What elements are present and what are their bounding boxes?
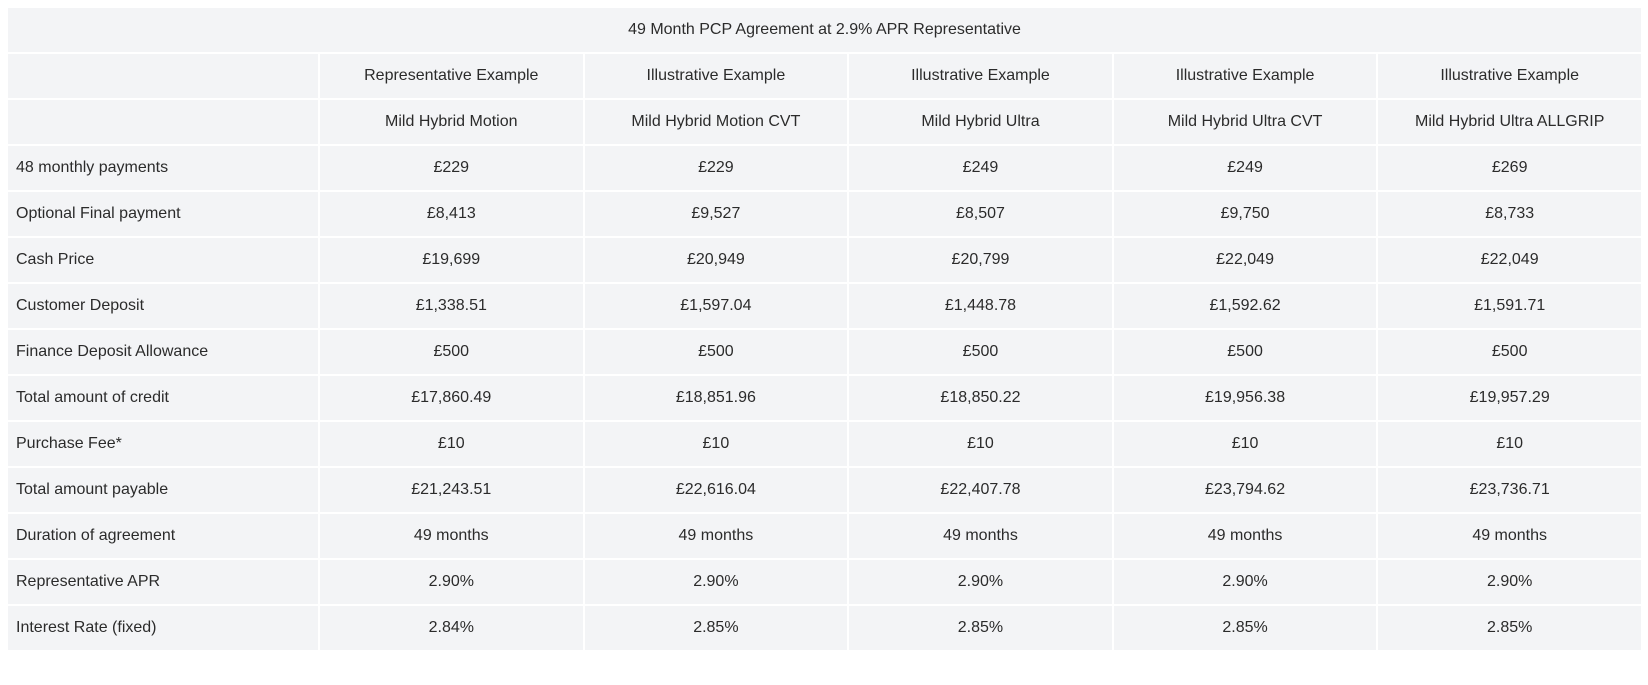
cell-value: £1,592.62 bbox=[1113, 284, 1377, 328]
subheader-row: Mild Hybrid Motion Mild Hybrid Motion CV… bbox=[8, 100, 1641, 144]
cell-value: £19,699 bbox=[319, 238, 583, 282]
cell-value: £10 bbox=[584, 422, 848, 466]
cell-value: £500 bbox=[1113, 330, 1377, 374]
cell-value: £9,527 bbox=[584, 192, 848, 236]
cell-value: £22,049 bbox=[1378, 238, 1641, 282]
cell-value: 2.85% bbox=[849, 606, 1112, 650]
column-subheader-trim: Mild Hybrid Motion bbox=[319, 100, 583, 144]
column-subheader-trim: Mild Hybrid Ultra CVT bbox=[1113, 100, 1377, 144]
column-subheader-trim: Mild Hybrid Motion CVT bbox=[584, 100, 848, 144]
cell-value: £18,850.22 bbox=[849, 376, 1112, 420]
row-label: Duration of agreement bbox=[8, 514, 318, 558]
row-label: Representative APR bbox=[8, 560, 318, 604]
table-row: Cash Price £19,699 £20,949 £20,799 £22,0… bbox=[8, 238, 1641, 282]
row-label: Total amount payable bbox=[8, 468, 318, 512]
cell-value: £10 bbox=[1113, 422, 1377, 466]
table-row: Duration of agreement 49 months 49 month… bbox=[8, 514, 1641, 558]
cell-value: £19,957.29 bbox=[1378, 376, 1641, 420]
column-subheader-trim: Mild Hybrid Ultra bbox=[849, 100, 1112, 144]
row-label: Customer Deposit bbox=[8, 284, 318, 328]
table-row: Interest Rate (fixed) 2.84% 2.85% 2.85% … bbox=[8, 606, 1641, 650]
row-label: Cash Price bbox=[8, 238, 318, 282]
title-row: 49 Month PCP Agreement at 2.9% APR Repre… bbox=[8, 8, 1641, 52]
cell-value: £229 bbox=[584, 146, 848, 190]
cell-value: £20,949 bbox=[584, 238, 848, 282]
cell-value: 2.90% bbox=[584, 560, 848, 604]
row-label: Interest Rate (fixed) bbox=[8, 606, 318, 650]
cell-value: £10 bbox=[849, 422, 1112, 466]
cell-value: £269 bbox=[1378, 146, 1641, 190]
table-row: 48 monthly payments £229 £229 £249 £249 … bbox=[8, 146, 1641, 190]
cell-value: 2.90% bbox=[1113, 560, 1377, 604]
table-row: Total amount of credit £17,860.49 £18,85… bbox=[8, 376, 1641, 420]
cell-value: £8,413 bbox=[319, 192, 583, 236]
header-row: Representative Example Illustrative Exam… bbox=[8, 54, 1641, 98]
cell-value: £22,049 bbox=[1113, 238, 1377, 282]
pcp-agreement-table: 49 Month PCP Agreement at 2.9% APR Repre… bbox=[6, 6, 1643, 652]
row-label: Finance Deposit Allowance bbox=[8, 330, 318, 374]
cell-value: 2.85% bbox=[1113, 606, 1377, 650]
cell-value: £500 bbox=[584, 330, 848, 374]
table-row: Representative APR 2.90% 2.90% 2.90% 2.9… bbox=[8, 560, 1641, 604]
table-row: Total amount payable £21,243.51 £22,616.… bbox=[8, 468, 1641, 512]
cell-value: £229 bbox=[319, 146, 583, 190]
row-label: Total amount of credit bbox=[8, 376, 318, 420]
column-header: Illustrative Example bbox=[584, 54, 848, 98]
cell-value: £22,616.04 bbox=[584, 468, 848, 512]
cell-value: £19,956.38 bbox=[1113, 376, 1377, 420]
cell-value: £8,507 bbox=[849, 192, 1112, 236]
row-label: Optional Final payment bbox=[8, 192, 318, 236]
column-header: Representative Example bbox=[319, 54, 583, 98]
cell-value: 49 months bbox=[849, 514, 1112, 558]
cell-value: £22,407.78 bbox=[849, 468, 1112, 512]
cell-value: £23,736.71 bbox=[1378, 468, 1641, 512]
cell-value: £18,851.96 bbox=[584, 376, 848, 420]
row-label: 48 monthly payments bbox=[8, 146, 318, 190]
row-label: Purchase Fee* bbox=[8, 422, 318, 466]
cell-value: 2.84% bbox=[319, 606, 583, 650]
table-row: Optional Final payment £8,413 £9,527 £8,… bbox=[8, 192, 1641, 236]
column-header: Illustrative Example bbox=[1378, 54, 1641, 98]
column-subheader-trim: Mild Hybrid Ultra ALLGRIP bbox=[1378, 100, 1641, 144]
cell-value: £9,750 bbox=[1113, 192, 1377, 236]
cell-value: £249 bbox=[1113, 146, 1377, 190]
column-header: Illustrative Example bbox=[1113, 54, 1377, 98]
cell-value: £1,591.71 bbox=[1378, 284, 1641, 328]
table-row: Finance Deposit Allowance £500 £500 £500… bbox=[8, 330, 1641, 374]
cell-value: £21,243.51 bbox=[319, 468, 583, 512]
cell-value: £1,338.51 bbox=[319, 284, 583, 328]
cell-value: £10 bbox=[319, 422, 583, 466]
table-row: Customer Deposit £1,338.51 £1,597.04 £1,… bbox=[8, 284, 1641, 328]
column-header: Illustrative Example bbox=[849, 54, 1112, 98]
cell-value: £8,733 bbox=[1378, 192, 1641, 236]
cell-value: 2.90% bbox=[319, 560, 583, 604]
corner-cell-blank bbox=[8, 54, 318, 98]
cell-value: £20,799 bbox=[849, 238, 1112, 282]
cell-value: 2.90% bbox=[1378, 560, 1641, 604]
cell-value: 2.85% bbox=[584, 606, 848, 650]
cell-value: £17,860.49 bbox=[319, 376, 583, 420]
cell-value: 49 months bbox=[1113, 514, 1377, 558]
table-row: Purchase Fee* £10 £10 £10 £10 £10 bbox=[8, 422, 1641, 466]
cell-value: £249 bbox=[849, 146, 1112, 190]
corner-cell-blank bbox=[8, 100, 318, 144]
cell-value: 49 months bbox=[319, 514, 583, 558]
cell-value: £1,597.04 bbox=[584, 284, 848, 328]
table-title: 49 Month PCP Agreement at 2.9% APR Repre… bbox=[8, 8, 1641, 52]
cell-value: 2.85% bbox=[1378, 606, 1641, 650]
cell-value: £500 bbox=[849, 330, 1112, 374]
cell-value: £500 bbox=[319, 330, 583, 374]
cell-value: 49 months bbox=[1378, 514, 1641, 558]
cell-value: 2.90% bbox=[849, 560, 1112, 604]
cell-value: £10 bbox=[1378, 422, 1641, 466]
cell-value: £1,448.78 bbox=[849, 284, 1112, 328]
cell-value: 49 months bbox=[584, 514, 848, 558]
cell-value: £500 bbox=[1378, 330, 1641, 374]
cell-value: £23,794.62 bbox=[1113, 468, 1377, 512]
